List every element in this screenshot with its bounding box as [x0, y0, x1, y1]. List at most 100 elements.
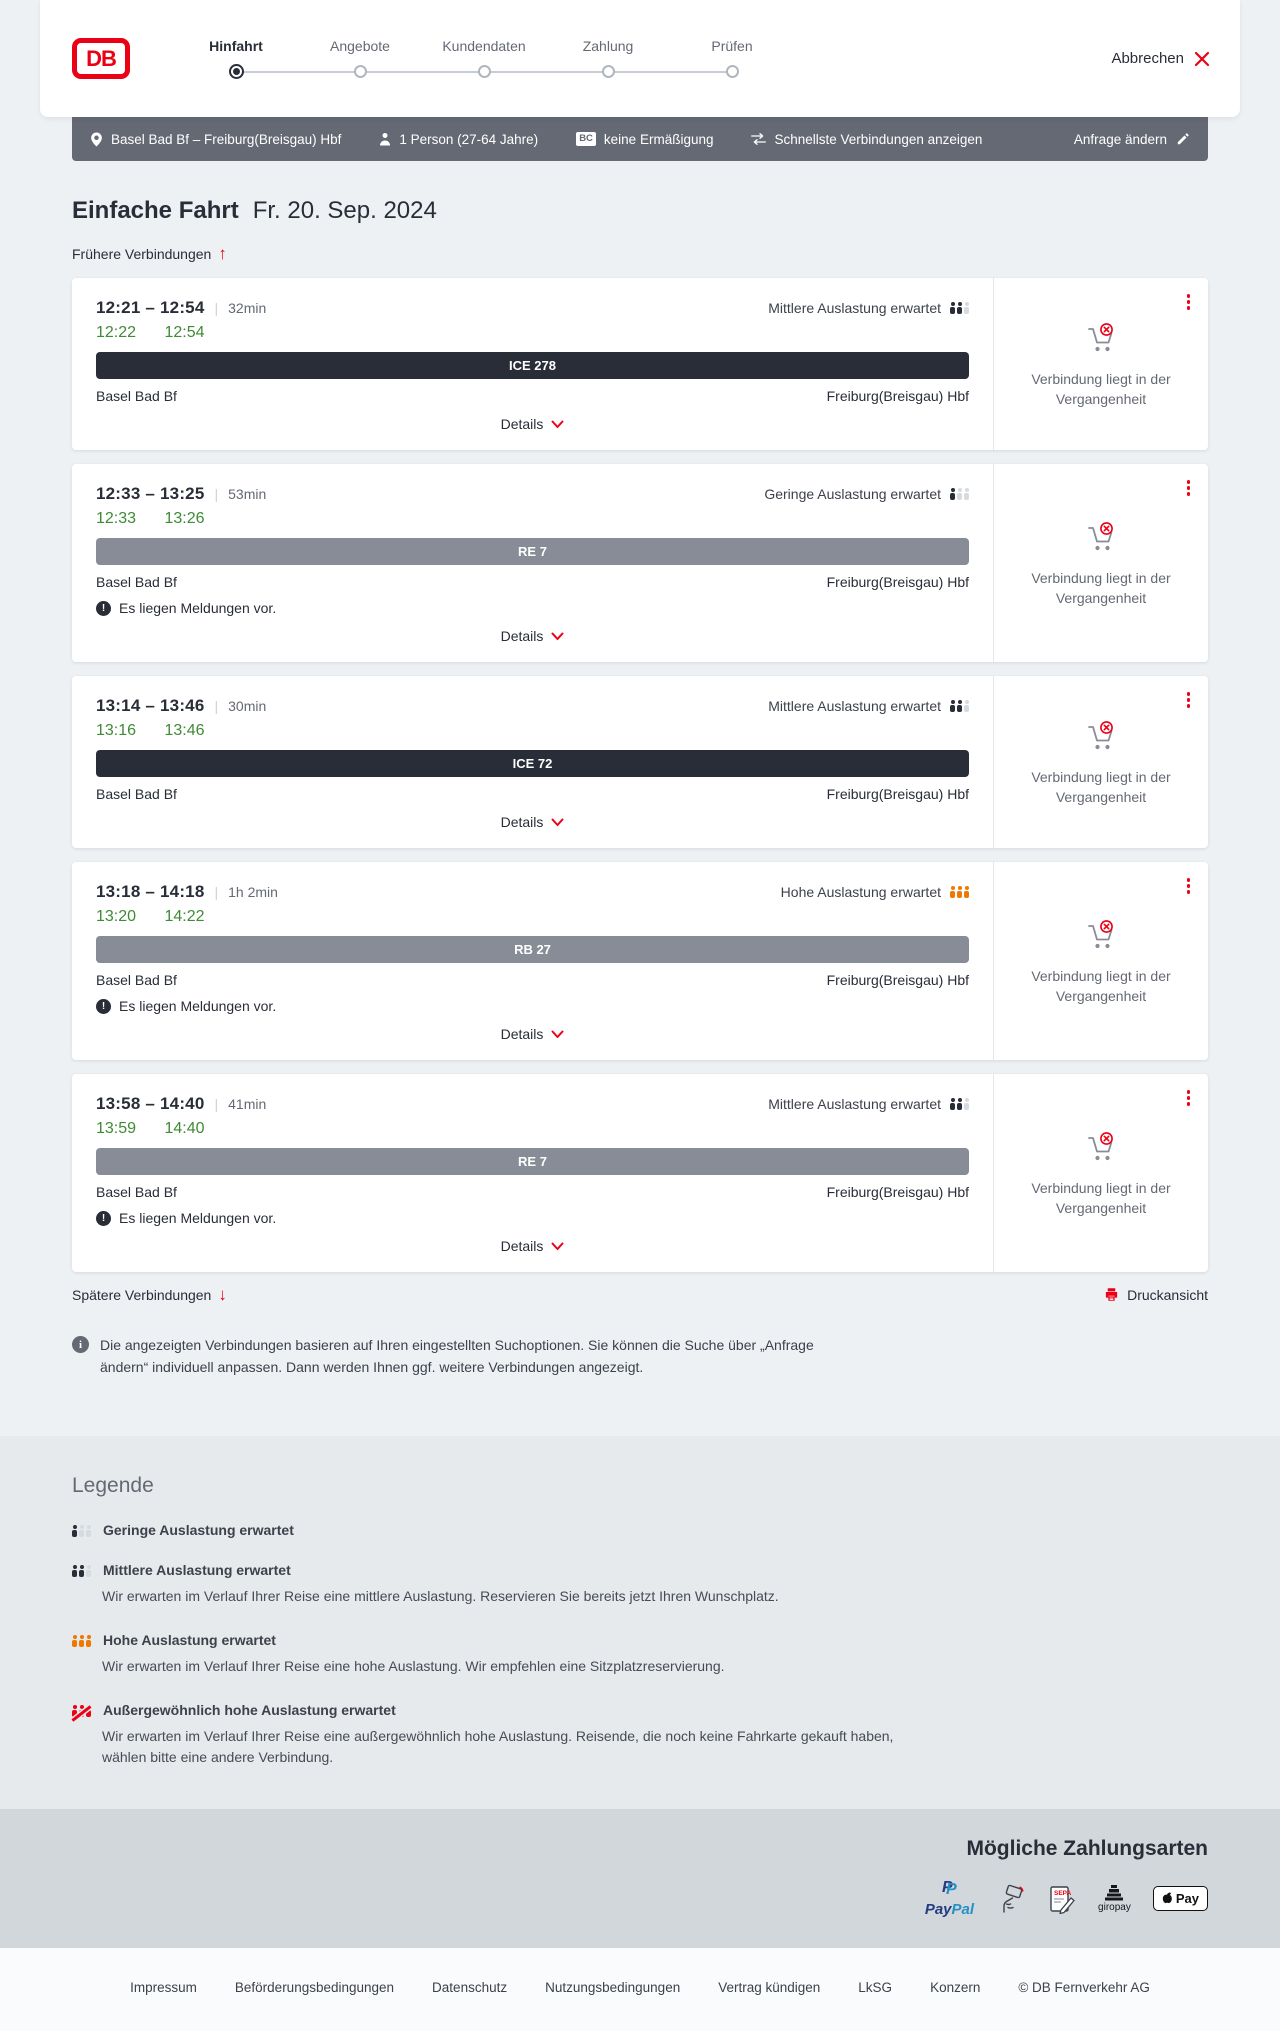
stepper-step[interactable]: Zahlung: [546, 38, 670, 79]
legend-item-title: Mittlere Auslastung erwartet: [103, 1562, 291, 1579]
occupancy-indicator: Mittlere Auslastung erwartet: [768, 698, 969, 714]
connection-card[interactable]: 13:14 – 13:46 | 30min Mittlere Auslastun…: [72, 676, 1208, 848]
route-text: Basel Bad Bf – Freiburg(Breisgau) Hbf: [111, 131, 342, 147]
cart-unavailable-icon: [1088, 322, 1113, 351]
search-options-info: i Die angezeigten Verbindungen basieren …: [72, 1335, 862, 1378]
sort-mode-text: Schnellste Verbindungen anzeigen: [774, 131, 983, 147]
stepper-step[interactable]: Angebote: [298, 38, 422, 79]
realtime-arrival: 14:22: [164, 908, 205, 925]
edit-request-button[interactable]: Anfrage ändern: [1074, 132, 1190, 147]
more-options-button[interactable]: [1184, 477, 1194, 499]
connection-times-row: 12:33 – 13:25 | 53min Geringe Auslastung…: [96, 484, 969, 504]
more-options-button[interactable]: [1184, 1087, 1194, 1109]
trip-duration: 53min: [228, 486, 267, 502]
later-connections-link[interactable]: Spätere Verbindungen ↓: [72, 1286, 227, 1303]
occupancy-icon: [950, 302, 969, 314]
passenger-summary: 1 Person (27-64 Jahre): [379, 132, 538, 147]
legend-item: Hohe Auslastung erwartet Wir erwarten im…: [72, 1632, 1208, 1678]
arrival-station: Freiburg(Breisgau) Hbf: [826, 1184, 969, 1200]
arrow-up-icon: ↑: [218, 244, 227, 263]
sepa-direct-debit-icon: SEPA: [1048, 1884, 1076, 1914]
realtime-times: 12:33 13:26: [96, 510, 969, 528]
stepper-step-label: Prüfen: [711, 38, 753, 54]
info-icon: i: [72, 1336, 89, 1353]
occupancy-icon: [950, 700, 969, 712]
legend-title: Legende: [72, 1474, 154, 1498]
details-toggle[interactable]: Details: [96, 802, 969, 838]
occupancy-legend-icon: [72, 1525, 91, 1537]
footer-link[interactable]: LkSG: [858, 1980, 893, 1996]
details-toggle[interactable]: Details: [96, 1014, 969, 1050]
printer-icon: [1105, 1288, 1118, 1301]
train-segment-bar: ICE 72: [96, 750, 969, 777]
stations-row: Basel Bad Bf Freiburg(Breisgau) Hbf: [96, 388, 969, 404]
connection-card-side: Verbindung liegt in der Vergangenheit: [993, 676, 1208, 848]
legend-item: Außergewöhnlich hohe Auslastung erwartet…: [72, 1702, 1208, 1769]
occupancy-indicator: Mittlere Auslastung erwartet: [768, 1096, 969, 1112]
more-options-button[interactable]: [1184, 875, 1194, 897]
pencil-icon: [1177, 133, 1189, 145]
transfer-arrows-icon: [751, 133, 767, 145]
planned-times: 13:18 – 14:18: [96, 882, 205, 901]
departure-station: Basel Bad Bf: [96, 972, 177, 988]
footer-link[interactable]: Impressum: [130, 1980, 197, 1996]
stepper-step[interactable]: Prüfen: [670, 38, 794, 79]
connection-list: 12:21 – 12:54 | 32min Mittlere Auslastun…: [72, 278, 1208, 1272]
divider: |: [214, 486, 219, 502]
occupancy-label: Hohe Auslastung erwartet: [780, 884, 941, 900]
connection-card[interactable]: 12:33 – 13:25 | 53min Geringe Auslastung…: [72, 464, 1208, 662]
connection-times-row: 13:58 – 14:40 | 41min Mittlere Auslastun…: [96, 1094, 969, 1114]
realtime-departure: 12:33: [96, 510, 137, 527]
footer-link[interactable]: Konzern: [930, 1980, 981, 1996]
footer-link[interactable]: Vertrag kündigen: [718, 1980, 821, 1996]
realtime-times: 13:16 13:46: [96, 722, 969, 740]
connection-card[interactable]: 13:18 – 14:18 | 1h 2min Hohe Auslastung …: [72, 862, 1208, 1060]
stepper-step[interactable]: Hinfahrt: [174, 38, 298, 79]
legend-item-title: Geringe Auslastung erwartet: [103, 1522, 294, 1539]
legend-section: Legende Geringe Auslastung erwartet Mitt…: [0, 1436, 1280, 1810]
cart-unavailable-icon: [1088, 1131, 1113, 1160]
db-logo: DB: [72, 38, 130, 79]
train-label: ICE 72: [512, 756, 553, 771]
arrival-station: Freiburg(Breisgau) Hbf: [826, 972, 969, 988]
chevron-down-icon: [551, 1030, 564, 1038]
train-segment-bar: RB 27: [96, 936, 969, 963]
train-label: RB 27: [514, 942, 551, 957]
connection-card-side: Verbindung liegt in der Vergangenheit: [993, 1074, 1208, 1272]
stepper-step[interactable]: Kundendaten: [422, 38, 546, 79]
more-options-button[interactable]: [1184, 291, 1194, 313]
stations-row: Basel Bad Bf Freiburg(Breisgau) Hbf: [96, 1184, 969, 1200]
legend-item-head: Geringe Auslastung erwartet: [72, 1522, 1208, 1538]
planned-times: 12:33 – 13:25: [96, 484, 205, 503]
occupancy-indicator: Mittlere Auslastung erwartet: [768, 300, 969, 316]
results-main: Einfache Fahrt Fr. 20. Sep. 2024 Frühere…: [72, 161, 1208, 1436]
arrival-station: Freiburg(Breisgau) Hbf: [826, 574, 969, 590]
more-options-button[interactable]: [1184, 689, 1194, 711]
train-label: ICE 278: [509, 358, 556, 373]
stepper-step-dot: [477, 65, 491, 78]
connection-card-main: 12:33 – 13:25 | 53min Geringe Auslastung…: [72, 464, 993, 662]
divider: |: [214, 698, 219, 714]
occupancy-indicator: Geringe Auslastung erwartet: [764, 486, 969, 502]
legend-item-head: Hohe Auslastung erwartet: [72, 1632, 1208, 1648]
legend-item: Mittlere Auslastung erwartet Wir erwarte…: [72, 1562, 1208, 1608]
search-options-info-text: Die angezeigten Verbindungen basieren au…: [100, 1337, 814, 1375]
past-connection-note: Verbindung liegt in der Vergangenheit: [1031, 569, 1171, 606]
connection-card[interactable]: 12:21 – 12:54 | 32min Mittlere Auslastun…: [72, 278, 1208, 450]
connection-card[interactable]: 13:58 – 14:40 | 41min Mittlere Auslastun…: [72, 1074, 1208, 1272]
occupancy-label: Mittlere Auslastung erwartet: [768, 698, 941, 714]
print-view-button[interactable]: Druckansicht: [1104, 1287, 1208, 1303]
details-toggle[interactable]: Details: [96, 404, 969, 440]
cancel-button[interactable]: Abbrechen: [1111, 50, 1210, 67]
legend-item-title: Außergewöhnlich hohe Auslastung erwartet: [103, 1701, 396, 1718]
footer-link[interactable]: Datenschutz: [432, 1980, 508, 1996]
footer-link[interactable]: Beförderungsbedingungen: [234, 1980, 395, 1996]
details-toggle[interactable]: Details: [96, 616, 969, 652]
arrow-down-icon: ↓: [218, 1285, 227, 1304]
details-label: Details: [500, 814, 544, 830]
earlier-connections-link[interactable]: Frühere Verbindungen ↑: [72, 245, 227, 262]
footer-link[interactable]: Nutzungsbedingungen: [545, 1980, 681, 1996]
details-toggle[interactable]: Details: [96, 1226, 969, 1262]
occupancy-label: Mittlere Auslastung erwartet: [768, 300, 941, 316]
